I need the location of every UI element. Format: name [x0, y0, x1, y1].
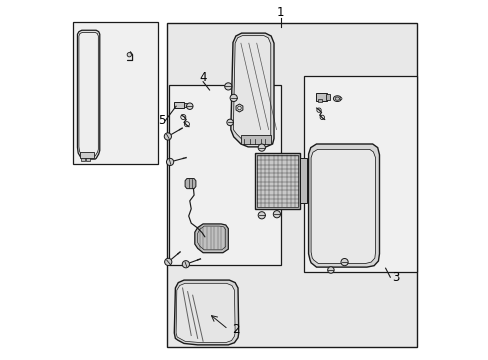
Circle shape — [258, 144, 265, 151]
Text: 3: 3 — [391, 271, 399, 284]
Circle shape — [258, 212, 265, 219]
Bar — [241, 135, 271, 144]
Bar — [167, 23, 416, 347]
Bar — [300, 158, 307, 203]
Circle shape — [327, 267, 333, 273]
Circle shape — [230, 94, 237, 102]
Circle shape — [164, 133, 171, 140]
Bar — [255, 153, 300, 209]
Polygon shape — [233, 36, 270, 143]
Bar — [86, 158, 89, 161]
Text: 2: 2 — [231, 323, 239, 336]
Ellipse shape — [333, 96, 341, 102]
Text: 4: 4 — [199, 71, 206, 84]
Circle shape — [182, 261, 189, 268]
Polygon shape — [79, 32, 98, 156]
Polygon shape — [194, 224, 228, 253]
Polygon shape — [308, 144, 379, 267]
Polygon shape — [174, 280, 238, 345]
Circle shape — [164, 258, 171, 265]
Circle shape — [237, 106, 241, 110]
Bar — [168, 85, 280, 265]
Polygon shape — [230, 33, 273, 147]
Circle shape — [226, 119, 233, 126]
Bar — [257, 155, 298, 207]
Bar — [80, 152, 94, 158]
Polygon shape — [77, 30, 100, 159]
Bar — [174, 102, 184, 108]
Circle shape — [224, 83, 231, 90]
Text: 1: 1 — [276, 6, 284, 19]
Circle shape — [339, 98, 342, 100]
Circle shape — [186, 103, 193, 109]
Bar — [317, 99, 321, 102]
Polygon shape — [185, 179, 196, 189]
Bar — [303, 76, 416, 272]
Bar — [73, 22, 158, 164]
Bar — [184, 103, 187, 107]
Text: 5: 5 — [158, 114, 165, 127]
Circle shape — [273, 211, 280, 218]
Circle shape — [340, 258, 347, 266]
Bar — [81, 158, 84, 161]
Circle shape — [127, 53, 131, 57]
Polygon shape — [310, 149, 375, 264]
Circle shape — [166, 158, 173, 166]
Bar — [316, 93, 326, 101]
Ellipse shape — [335, 97, 339, 100]
Polygon shape — [236, 104, 243, 112]
Bar — [325, 94, 329, 100]
Polygon shape — [176, 283, 235, 342]
